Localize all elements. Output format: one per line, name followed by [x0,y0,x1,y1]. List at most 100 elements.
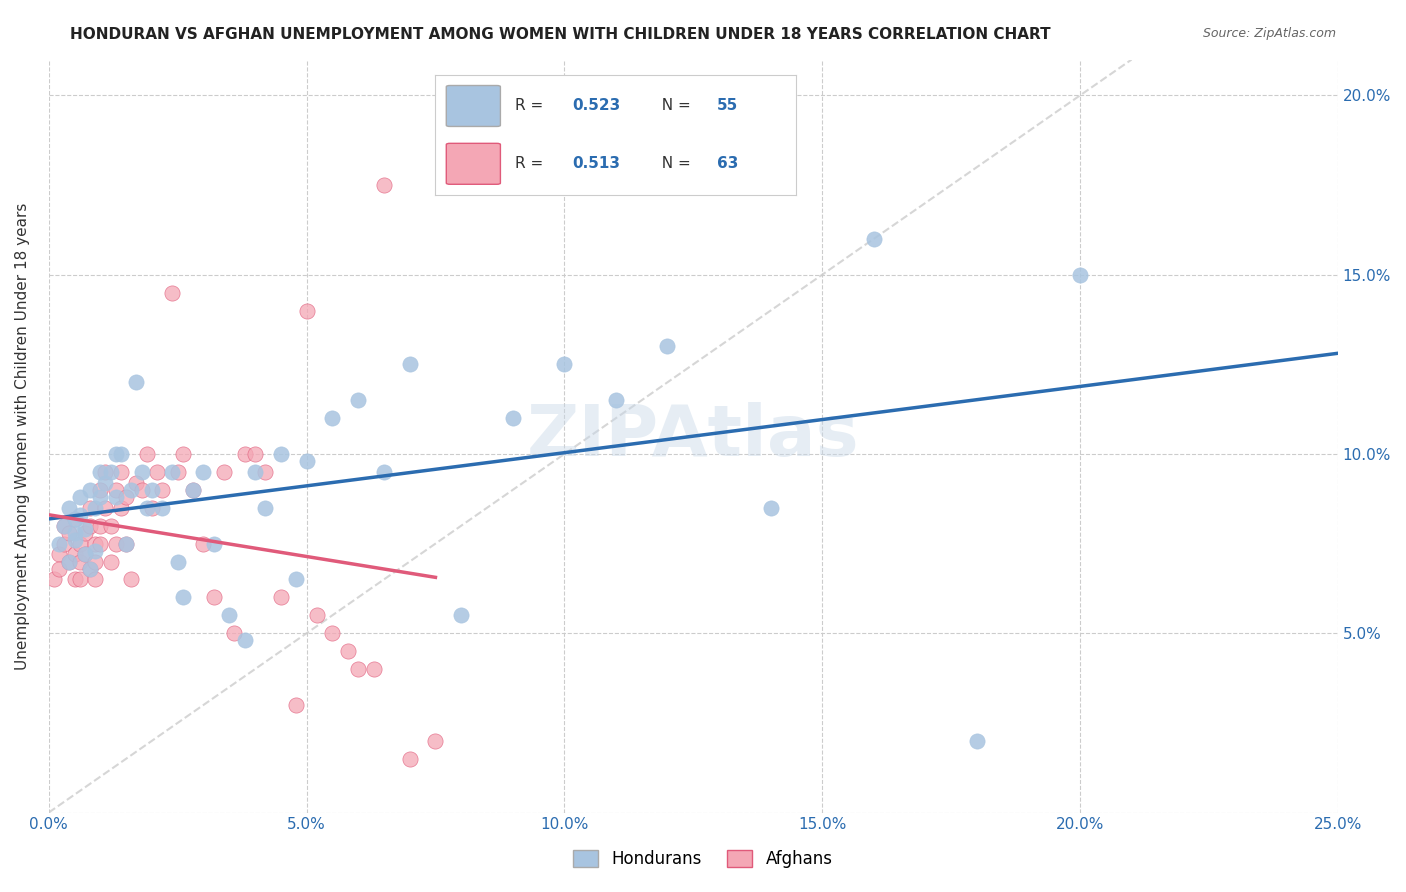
Point [285,573,308,587]
Point [321,626,343,640]
Point [347,393,370,408]
Point [79,518,101,533]
Point [84,500,107,515]
Point [181,483,204,497]
Text: ZIPAtlas: ZIPAtlas [527,401,859,471]
Point [162,465,184,479]
Point [270,591,292,605]
Point [502,411,524,425]
Text: HONDURAN VS AFGHAN UNEMPLOYMENT AMONG WOMEN WITH CHILDREN UNDER 18 YEARS CORRELA: HONDURAN VS AFGHAN UNEMPLOYMENT AMONG WO… [70,27,1050,42]
Point [305,608,328,623]
Point [146,465,169,479]
Point [110,465,132,479]
Point [131,483,153,497]
Point [120,483,142,497]
Y-axis label: Unemployment Among Women with Children Under 18 years: Unemployment Among Women with Children U… [15,202,30,670]
Point [104,490,127,504]
Point [42,573,65,587]
Point [605,393,627,408]
Point [202,591,225,605]
Point [100,518,122,533]
Point [336,644,359,658]
Point [181,483,204,497]
Point [141,483,163,497]
Point [862,232,884,246]
Point [48,562,70,576]
Point [94,465,117,479]
Point [125,475,148,490]
Point [79,500,101,515]
Point [125,376,148,390]
Point [321,411,343,425]
Point [657,339,679,353]
Point [89,490,111,504]
Point [53,518,76,533]
Point [63,525,86,540]
Point [73,525,96,540]
Point [243,447,266,461]
Point [233,447,256,461]
Point [84,573,107,587]
Point [218,608,240,623]
Point [89,465,111,479]
Point [373,465,395,479]
Point [347,662,370,676]
Point [69,573,91,587]
Point [63,573,86,587]
Point [100,555,122,569]
Point [270,447,292,461]
Point [89,536,111,550]
Point [69,490,91,504]
Point [63,511,86,525]
Point [398,357,420,371]
Point [202,536,225,550]
Point [69,555,91,569]
Point [69,508,91,522]
Point [398,752,420,766]
Point [63,533,86,547]
Point [104,483,127,497]
Point [212,465,235,479]
Point [150,483,173,497]
Point [150,500,173,515]
Legend: Hondurans, Afghans: Hondurans, Afghans [567,843,839,875]
Point [53,536,76,550]
Point [1069,268,1091,282]
Point [58,500,80,515]
Point [104,447,127,461]
Point [58,555,80,569]
Point [135,500,157,515]
Point [84,555,107,569]
Point [966,734,988,748]
Point [254,465,277,479]
Point [285,698,308,712]
Point [79,483,101,497]
Point [115,536,138,550]
Point [135,447,157,461]
Point [243,465,266,479]
Point [48,536,70,550]
Point [115,536,138,550]
Point [131,465,153,479]
Point [166,555,188,569]
Point [233,633,256,648]
Point [94,475,117,490]
Point [48,548,70,562]
Point [58,555,80,569]
Point [89,518,111,533]
Point [254,500,277,515]
Point [295,454,318,468]
Point [69,536,91,550]
Point [115,490,138,504]
Point [363,662,385,676]
Point [120,573,142,587]
Point [172,591,194,605]
Point [79,562,101,576]
Point [84,536,107,550]
Point [450,608,472,623]
Point [162,285,184,300]
Point [73,522,96,536]
Point [63,511,86,525]
Point [373,178,395,192]
Point [110,447,132,461]
